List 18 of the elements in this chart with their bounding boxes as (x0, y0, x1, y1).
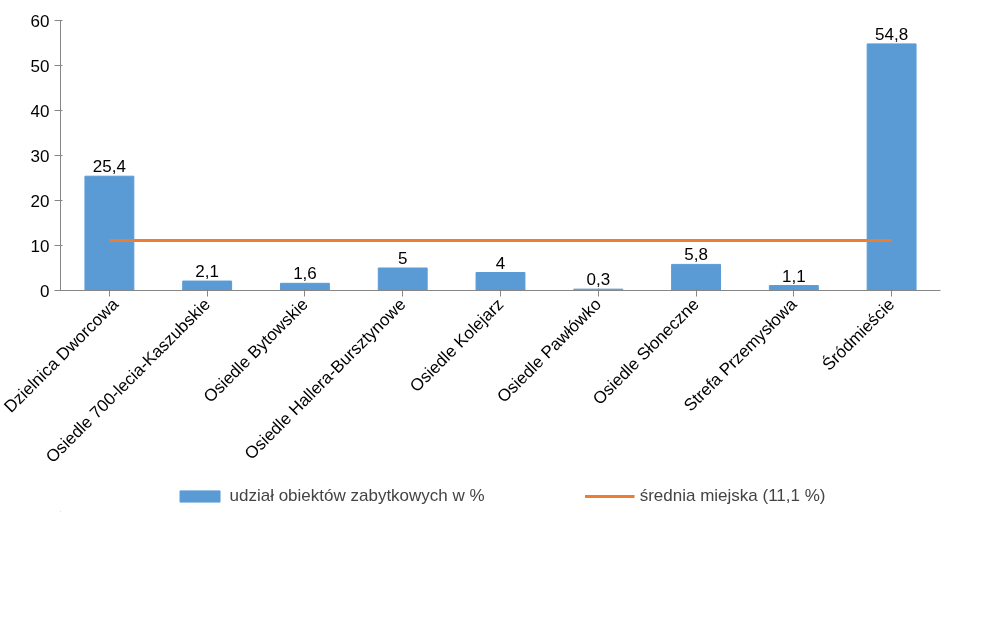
y-tick-label: 30 (30, 146, 50, 166)
data-label: 1,6 (293, 264, 317, 284)
data-label: 54,8 (875, 24, 909, 44)
legend-label: udział obiektów zabytkowych w % (229, 486, 485, 506)
data-label: 4 (495, 253, 506, 273)
data-label: 5,8 (684, 245, 708, 265)
y-tick-label: 0 (40, 281, 50, 301)
y-tick-label: 50 (30, 56, 50, 76)
data-label: 2,1 (195, 262, 219, 282)
data-label: 25,4 (92, 157, 126, 177)
y-tick-label: 60 (30, 11, 50, 31)
legend-label: średnia miejska (11,1 %) (639, 486, 826, 506)
y-tick-label: 20 (30, 191, 50, 211)
data-label: 1,1 (782, 266, 806, 286)
y-tick-label: 10 (30, 236, 50, 256)
y-tick-label: 40 (30, 101, 50, 121)
data-label: 5 (397, 249, 408, 268)
data-label: 0,3 (586, 270, 611, 290)
